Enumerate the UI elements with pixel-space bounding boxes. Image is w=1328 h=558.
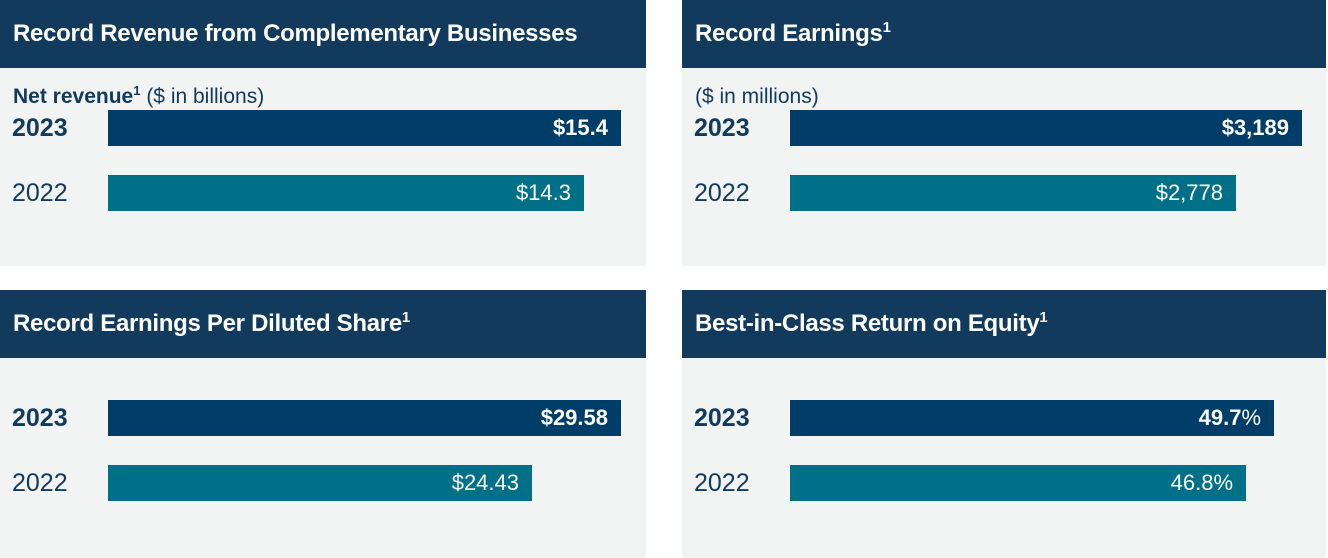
panel-title-text: Record Earnings bbox=[695, 20, 883, 47]
year-label-2022: 2022 bbox=[12, 468, 68, 497]
year-label-2022: 2022 bbox=[694, 468, 750, 497]
bar-2023: $15.4 bbox=[108, 110, 621, 146]
bar-row-2022: 2022 $24.43 bbox=[0, 465, 646, 501]
subtitle-label-text: Net revenue bbox=[13, 85, 134, 108]
year-label-2023: 2023 bbox=[12, 403, 68, 432]
panel-title-text: Best-in-Class Return on Equity bbox=[695, 310, 1040, 337]
panel-header: Record Earnings1 bbox=[682, 0, 1326, 68]
panel-record-earnings: Record Earnings1 ($ in millions) 2023 $3… bbox=[682, 0, 1326, 266]
bar-row-2023: 2023 $15.4 bbox=[0, 110, 646, 146]
chart-area: 2023 $29.58 2022 $24.43 bbox=[0, 358, 646, 558]
panel-record-revenue: Record Revenue from Complementary Busine… bbox=[0, 0, 646, 266]
title-superscript: 1 bbox=[401, 310, 410, 326]
bar-value: 46.8 bbox=[1170, 470, 1214, 495]
bar-value-suffix: % bbox=[1213, 470, 1233, 495]
bar-row-2022: 2022 $2,778 bbox=[682, 175, 1326, 211]
bar-row-2022: 2022 $14.3 bbox=[0, 175, 646, 211]
panel-header: Record Earnings Per Diluted Share1 bbox=[0, 290, 646, 358]
bar-value: $14.3 bbox=[515, 180, 571, 205]
subtitle-superscript: 1 bbox=[133, 83, 141, 98]
panel-title-text: Record Revenue from Complementary Busine… bbox=[13, 20, 578, 47]
chart-area: ($ in millions) 2023 $3,189 2022 $2,778 bbox=[682, 68, 1326, 266]
bar-2022: 46.8% bbox=[790, 465, 1246, 501]
bar-value: $29.58 bbox=[540, 405, 608, 430]
panel-header: Record Revenue from Complementary Busine… bbox=[0, 0, 646, 68]
bar-2023: $29.58 bbox=[108, 400, 621, 436]
bar-2022: $2,778 bbox=[790, 175, 1236, 211]
panel-title: Record Earnings1 bbox=[695, 20, 891, 48]
panel-title-text: Record Earnings Per Diluted Share bbox=[13, 310, 402, 337]
bar-value: $24.43 bbox=[451, 470, 519, 495]
bar-row-2023: 2023 $29.58 bbox=[0, 400, 646, 436]
chart-subtitle: Net revenue1 ($ in billions) bbox=[0, 68, 646, 108]
bar-row-2023: 2023 49.7% bbox=[682, 400, 1326, 436]
bar-2022: $24.43 bbox=[108, 465, 532, 501]
chart-area: Net revenue1 ($ in billions) 2023 $15.4 … bbox=[0, 68, 646, 266]
title-superscript: 1 bbox=[1039, 310, 1048, 326]
year-label-2022: 2022 bbox=[694, 178, 750, 207]
bar-2023: $3,189 bbox=[790, 110, 1302, 146]
year-label-2023: 2023 bbox=[694, 113, 750, 142]
year-label-2023: 2023 bbox=[694, 403, 750, 432]
panel-title: Best-in-Class Return on Equity1 bbox=[695, 310, 1048, 338]
subtitle-label: Net revenue1 bbox=[13, 83, 141, 108]
chart-area: 2023 49.7% 2022 46.8% bbox=[682, 358, 1326, 558]
bar-row-2023: 2023 $3,189 bbox=[682, 110, 1326, 146]
panel-earnings-per-diluted-share: Record Earnings Per Diluted Share1 2023 … bbox=[0, 290, 646, 558]
bar-2023: 49.7% bbox=[790, 400, 1274, 436]
bar-value: 49.7 bbox=[1198, 405, 1242, 430]
bar-value: $3,189 bbox=[1221, 115, 1289, 140]
subtitle-unit: ($ in billions) bbox=[146, 85, 265, 108]
title-superscript: 1 bbox=[882, 20, 891, 36]
panel-header: Best-in-Class Return on Equity1 bbox=[682, 290, 1326, 358]
chart-subtitle bbox=[0, 358, 646, 382]
year-label-2022: 2022 bbox=[12, 178, 68, 207]
subtitle-unit: ($ in millions) bbox=[695, 85, 819, 108]
panel-title: Record Revenue from Complementary Busine… bbox=[13, 20, 578, 48]
chart-subtitle bbox=[682, 358, 1326, 382]
bar-2022: $14.3 bbox=[108, 175, 584, 211]
chart-subtitle: ($ in millions) bbox=[682, 68, 1326, 108]
year-label-2023: 2023 bbox=[12, 113, 68, 142]
panel-return-on-equity: Best-in-Class Return on Equity1 2023 49.… bbox=[682, 290, 1326, 558]
panel-title: Record Earnings Per Diluted Share1 bbox=[13, 310, 410, 338]
bar-value: $2,778 bbox=[1155, 180, 1223, 205]
bar-row-2022: 2022 46.8% bbox=[682, 465, 1326, 501]
bar-value-suffix: % bbox=[1241, 405, 1261, 430]
bar-value: $15.4 bbox=[552, 115, 608, 140]
